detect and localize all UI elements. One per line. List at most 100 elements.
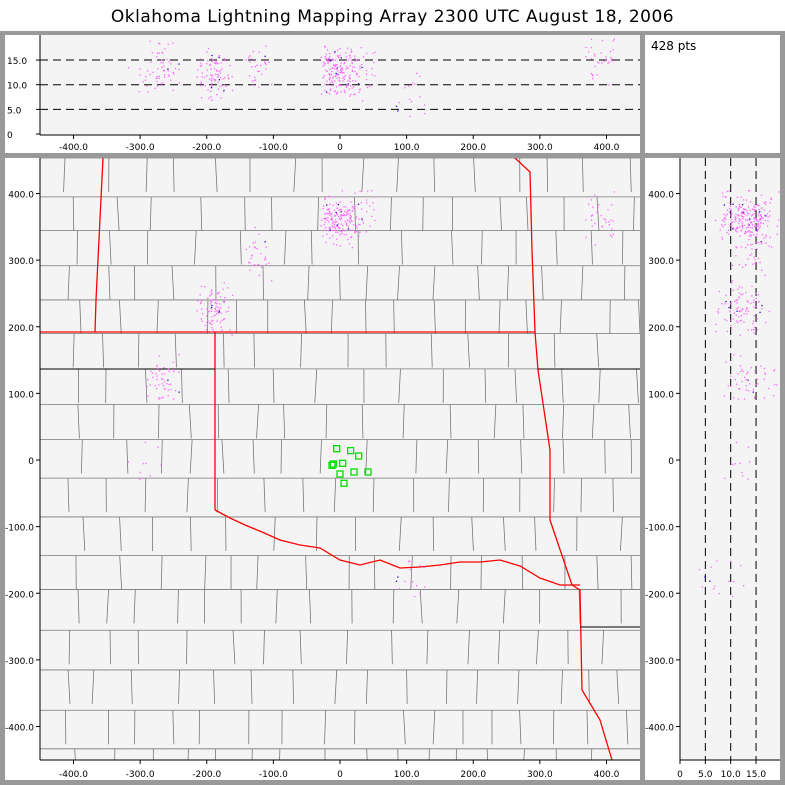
source-point-side	[729, 202, 731, 204]
source-point-side	[767, 216, 769, 218]
county-line	[309, 589, 312, 624]
source-point-altitude	[335, 86, 338, 88]
county-line	[476, 669, 479, 704]
county-line	[601, 630, 605, 665]
county-line	[397, 265, 400, 300]
county-line	[559, 299, 562, 334]
source-point-map	[211, 289, 213, 291]
source-point-map	[209, 303, 212, 305]
tick-label: -200.0	[5, 590, 34, 600]
source-point-altitude	[419, 75, 421, 77]
source-point-altitude	[329, 89, 331, 92]
county-line	[625, 710, 629, 745]
source-point-map	[419, 592, 421, 595]
source-point-map	[587, 203, 590, 206]
source-point-side	[721, 303, 723, 305]
county-line	[448, 478, 450, 513]
source-point-map	[218, 308, 221, 310]
source-point-side	[721, 192, 724, 194]
source-point-map	[608, 224, 610, 226]
source-point-altitude	[591, 77, 594, 80]
source-point-altitude	[408, 85, 410, 87]
source-point-altitude	[329, 82, 332, 84]
source-point-altitude	[217, 75, 219, 77]
source-point-altitude	[251, 66, 253, 68]
source-point-side	[728, 233, 730, 235]
map-plot-area	[40, 158, 640, 760]
source-point-side	[751, 231, 753, 233]
tick-label: -400.0	[5, 724, 34, 734]
source-point-side	[732, 463, 734, 466]
source-point-map	[331, 219, 333, 221]
county-line	[244, 196, 246, 231]
source-point-map	[211, 316, 213, 318]
source-point-side	[757, 257, 760, 260]
source-point-map	[214, 314, 216, 316]
source-point-map	[220, 307, 222, 309]
source-point-side	[763, 209, 766, 211]
tick-label: 400.0	[594, 770, 620, 780]
source-point-side	[776, 233, 778, 235]
station-marker	[336, 470, 344, 478]
county-line	[194, 230, 197, 265]
source-point-map	[245, 248, 247, 251]
source-point-altitude	[333, 68, 336, 70]
source-point-map	[254, 226, 256, 229]
county-line	[372, 478, 375, 513]
source-point-altitude	[214, 68, 216, 70]
source-point-map	[346, 224, 348, 226]
source-point-altitude	[326, 49, 329, 51]
source-point-side	[760, 217, 762, 220]
source-point-map	[331, 213, 333, 215]
source-point-map	[597, 206, 599, 208]
source-point-side	[740, 215, 742, 217]
source-point-map	[326, 208, 328, 211]
source-point-map	[355, 225, 358, 227]
source-point-side	[753, 206, 755, 208]
source-point-altitude	[212, 59, 214, 61]
source-point-side	[742, 199, 745, 201]
source-point-map	[178, 391, 180, 393]
source-point-side	[739, 219, 742, 221]
county-line	[396, 158, 399, 193]
source-point-side	[742, 216, 745, 218]
tick-label: 5.0	[7, 106, 22, 116]
source-point-map	[154, 385, 156, 387]
source-point-side	[721, 238, 724, 240]
source-point-side	[760, 214, 762, 217]
source-point-map	[335, 202, 338, 204]
source-point-altitude	[345, 56, 348, 58]
tick-label: 15.0	[7, 57, 27, 67]
source-point-altitude	[365, 69, 368, 72]
source-point-map	[257, 263, 259, 266]
source-point-altitude	[212, 74, 214, 77]
county-line	[354, 196, 356, 231]
source-point-map	[149, 475, 151, 477]
source-point-altitude	[163, 69, 166, 72]
source-point-map	[158, 397, 160, 399]
source-point-altitude	[350, 93, 352, 96]
source-point-map	[211, 292, 213, 295]
source-point-side	[756, 241, 758, 243]
source-point-side	[773, 369, 776, 371]
source-point-map	[162, 378, 164, 380]
source-point-side	[751, 214, 754, 216]
source-point-altitude	[209, 64, 211, 67]
source-point-side	[740, 294, 743, 296]
source-point-side	[723, 213, 725, 216]
source-point-side	[746, 219, 748, 221]
source-point-side	[756, 329, 758, 331]
source-point-map	[207, 297, 209, 299]
source-point-side	[738, 310, 740, 313]
source-point-map	[345, 223, 347, 225]
source-point-side	[758, 208, 760, 211]
source-point-map	[222, 318, 225, 321]
county-line	[499, 196, 502, 231]
source-point-map	[227, 310, 229, 313]
source-point-altitude	[337, 49, 339, 51]
source-point-map	[206, 321, 208, 324]
source-point-altitude	[249, 55, 251, 57]
source-point-side	[725, 361, 727, 363]
source-point-altitude	[158, 42, 160, 44]
